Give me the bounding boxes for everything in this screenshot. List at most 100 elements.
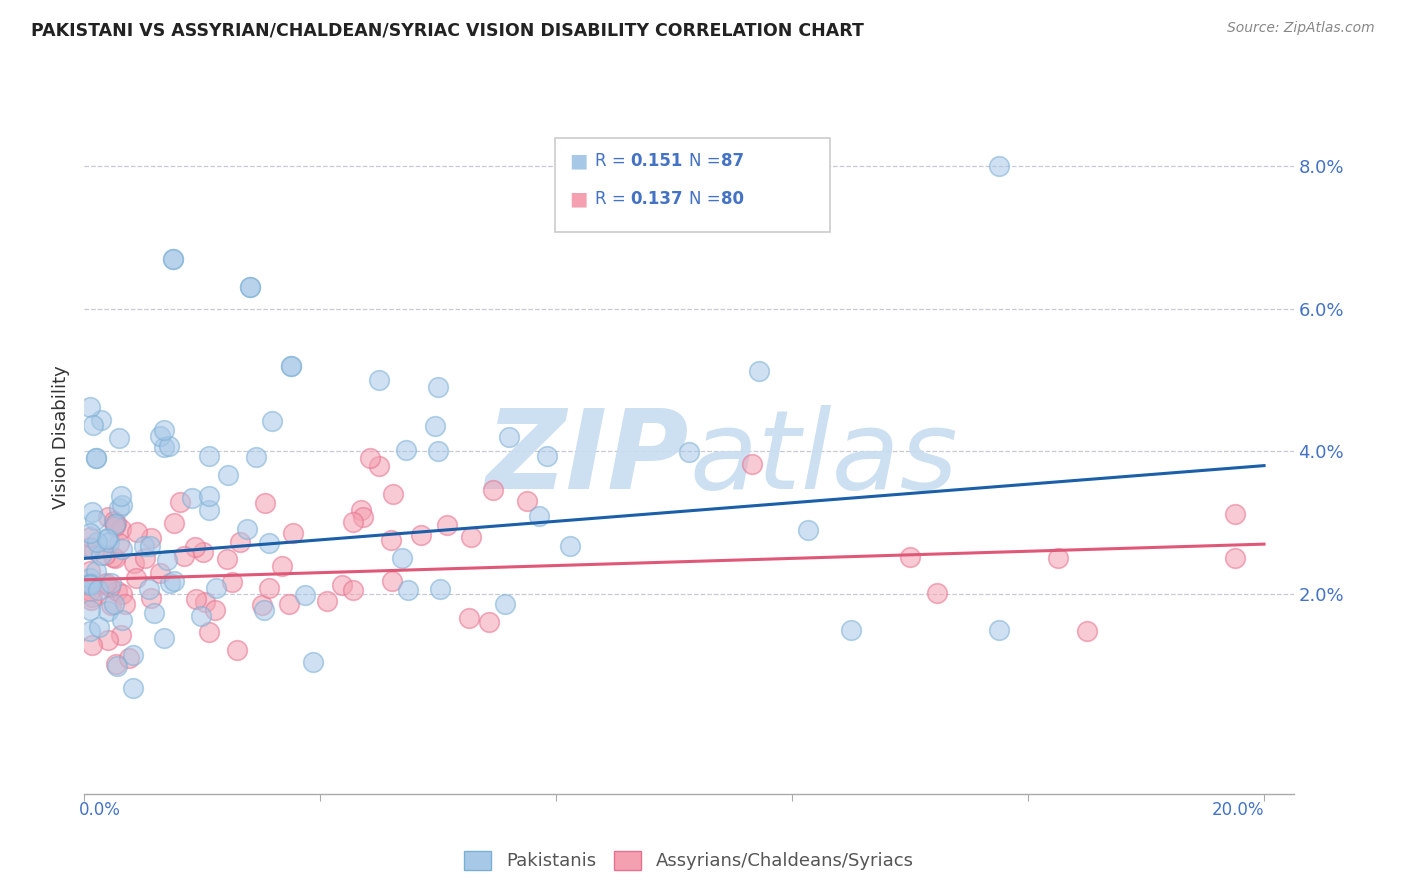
Point xyxy=(436,517,458,532)
Point xyxy=(108,431,131,445)
Point xyxy=(139,539,162,553)
Point xyxy=(87,619,110,633)
Point xyxy=(103,514,125,528)
Point xyxy=(270,558,292,573)
Point xyxy=(162,252,184,266)
Point xyxy=(79,593,101,607)
Point xyxy=(173,549,195,564)
Point xyxy=(79,571,101,585)
Point xyxy=(125,571,148,585)
Point xyxy=(108,500,131,515)
Point xyxy=(190,609,212,624)
Text: ■: ■ xyxy=(569,189,588,209)
Point xyxy=(381,574,404,589)
Point xyxy=(149,429,172,443)
Point xyxy=(104,517,127,532)
Point xyxy=(259,582,281,596)
Point xyxy=(156,552,179,566)
Point xyxy=(82,418,104,433)
Point xyxy=(132,539,155,553)
Text: R =: R = xyxy=(595,152,631,169)
Point xyxy=(84,513,107,527)
Point xyxy=(152,424,174,438)
Point xyxy=(527,509,550,524)
Point xyxy=(238,280,260,294)
Legend: Pakistanis, Assyrians/Chaldeans/Syriacs: Pakistanis, Assyrians/Chaldeans/Syriacs xyxy=(457,844,921,878)
Y-axis label: Vision Disability: Vision Disability xyxy=(52,365,70,509)
Point xyxy=(162,252,184,266)
Point xyxy=(516,494,538,508)
Point xyxy=(221,574,243,589)
Text: N =: N = xyxy=(689,152,725,169)
Text: ZIP: ZIP xyxy=(485,405,689,512)
Point xyxy=(79,624,101,639)
Point xyxy=(149,566,172,580)
Point xyxy=(100,598,122,612)
Point xyxy=(482,483,505,498)
Point xyxy=(281,526,304,541)
Point xyxy=(250,599,273,613)
Point xyxy=(153,632,176,646)
Point xyxy=(138,582,160,596)
Point xyxy=(90,413,112,427)
Point xyxy=(198,489,221,503)
Point xyxy=(90,548,112,562)
Point xyxy=(280,359,302,373)
Point xyxy=(427,444,450,458)
Point xyxy=(110,489,132,503)
Point xyxy=(198,502,221,516)
Point xyxy=(111,498,134,512)
Point xyxy=(108,536,131,550)
Point xyxy=(79,564,101,578)
Point xyxy=(395,442,418,457)
Point xyxy=(114,597,136,611)
Point xyxy=(97,510,120,524)
Point xyxy=(478,615,501,630)
Point xyxy=(79,575,101,590)
Point xyxy=(142,606,165,620)
Point xyxy=(205,581,228,595)
Point xyxy=(342,515,364,529)
Point xyxy=(84,450,107,465)
Point xyxy=(110,522,132,536)
Point xyxy=(84,565,107,579)
Point xyxy=(839,623,862,637)
Point xyxy=(238,280,260,294)
Text: 0.137: 0.137 xyxy=(630,190,682,208)
Point xyxy=(411,528,433,542)
Point xyxy=(558,540,581,554)
Point xyxy=(79,525,101,540)
Point xyxy=(423,418,446,433)
Point xyxy=(253,603,276,617)
Point xyxy=(245,450,267,464)
Point xyxy=(460,530,482,544)
Point xyxy=(494,597,516,611)
Point xyxy=(184,540,207,554)
Point xyxy=(121,648,143,662)
Point xyxy=(194,595,217,609)
Point xyxy=(105,583,128,598)
Point xyxy=(280,359,302,373)
Point xyxy=(94,576,117,591)
Point xyxy=(96,533,118,547)
Point xyxy=(97,632,120,647)
Point xyxy=(127,524,149,539)
Point xyxy=(152,440,174,454)
Point xyxy=(141,532,163,546)
Point xyxy=(86,535,108,549)
Point xyxy=(79,531,101,545)
Point xyxy=(342,582,364,597)
Point xyxy=(332,578,354,592)
Point xyxy=(498,430,520,444)
Point xyxy=(98,535,121,549)
Text: 80: 80 xyxy=(721,190,744,208)
Point xyxy=(163,516,186,530)
Point xyxy=(741,457,763,471)
Point xyxy=(104,519,127,533)
Point xyxy=(111,613,134,627)
Point xyxy=(79,400,101,414)
Point xyxy=(101,549,124,564)
Point xyxy=(169,495,191,509)
Point xyxy=(111,542,134,557)
Point xyxy=(898,549,921,564)
